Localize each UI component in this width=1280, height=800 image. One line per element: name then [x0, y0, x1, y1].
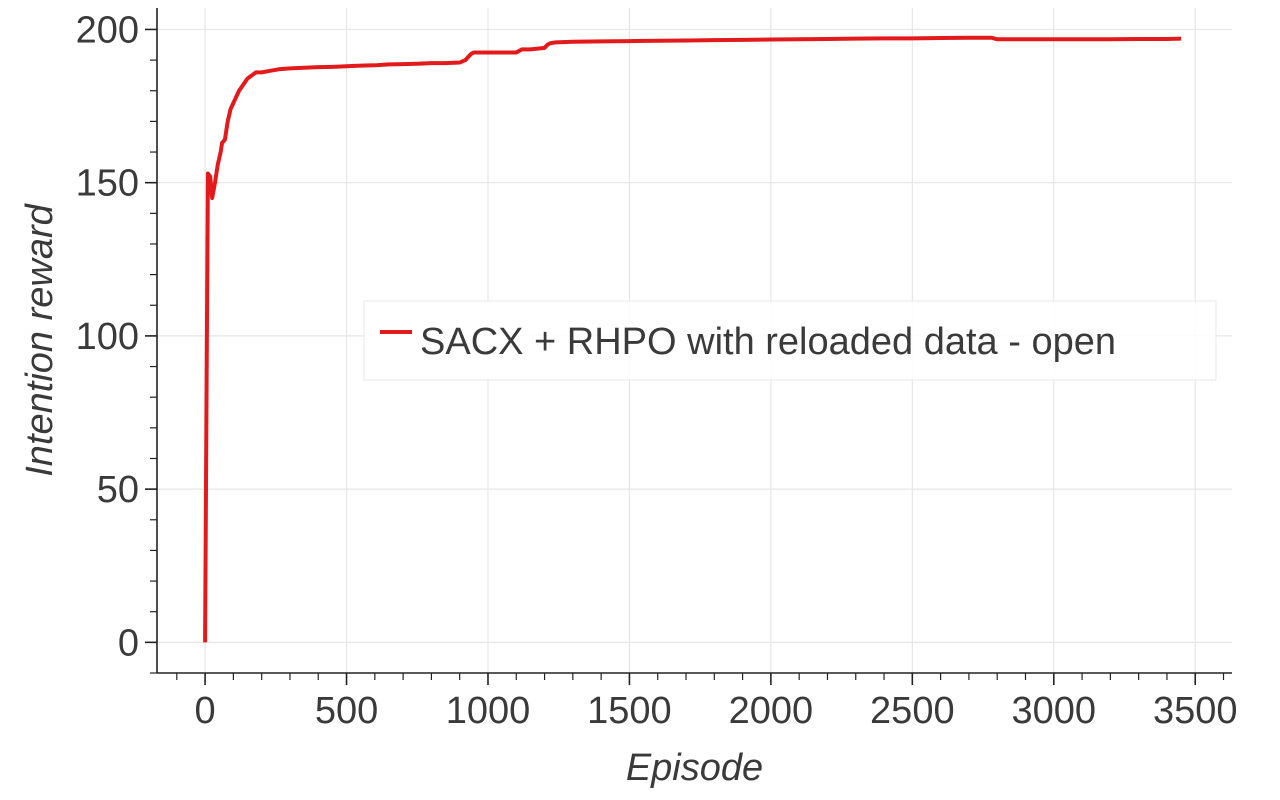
- x-tick-label: 3500: [1153, 690, 1238, 732]
- y-axis-title: Intention reward: [19, 202, 61, 476]
- ticks: 0 500 1000 1500 2000 2500 3000 3500 0 50 100 150 200: [76, 9, 1238, 732]
- legend-label: SACX + RHPO with reloaded data - open: [420, 321, 1116, 363]
- y-tick-label: 0: [118, 622, 139, 664]
- x-tick-label: 1000: [446, 690, 531, 732]
- x-tick-label: 2500: [870, 690, 955, 732]
- y-tick-label: 200: [76, 9, 139, 51]
- series-lines: [203, 35, 1182, 643]
- x-tick-label: 2000: [729, 690, 814, 732]
- axes: [156, 8, 1232, 674]
- y-tick-label: 100: [76, 316, 139, 358]
- y-tick-label: 150: [76, 163, 139, 205]
- legend-box: [363, 300, 1217, 381]
- x-tick-label: 1500: [587, 690, 672, 732]
- x-axis-title: Episode: [626, 747, 763, 789]
- x-tick-label: 500: [315, 690, 378, 732]
- x-tick-label: 3000: [1012, 690, 1097, 732]
- legend: SACX + RHPO with reloaded data - open: [363, 300, 1217, 381]
- y-tick-label: 50: [97, 469, 139, 511]
- series-line: [203, 35, 1182, 643]
- x-tick-label: 0: [195, 690, 216, 732]
